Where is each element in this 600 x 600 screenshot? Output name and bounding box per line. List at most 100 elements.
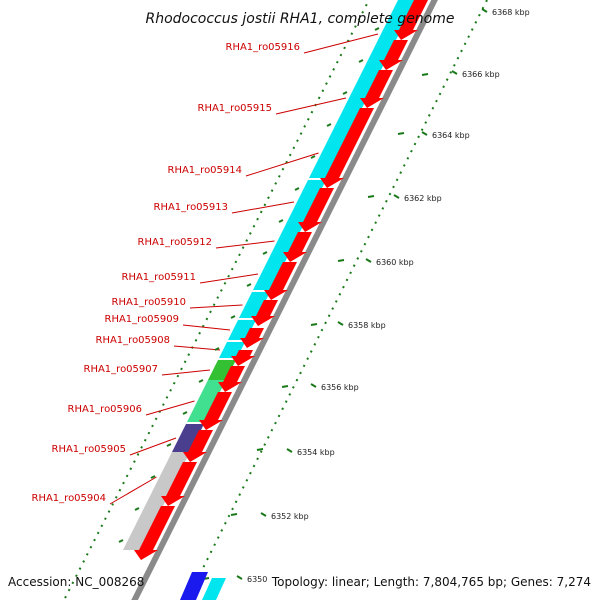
tick-dotted-guide xyxy=(62,0,371,600)
scale-tick-mark xyxy=(310,383,317,388)
backbone-highlight xyxy=(126,0,432,600)
scale-tick-mark xyxy=(337,259,345,262)
backbone-line xyxy=(130,0,438,600)
forward-arrow xyxy=(199,392,232,430)
gene-track xyxy=(123,0,416,550)
track-tick-mark xyxy=(358,59,364,63)
gene-block xyxy=(334,68,382,128)
scale-tick-mark xyxy=(365,258,372,263)
forward-arrow xyxy=(264,262,297,300)
forward-arrow xyxy=(360,70,393,108)
forward-arrow xyxy=(218,366,245,392)
gene-block xyxy=(239,292,270,318)
gene-label[interactable]: RHA1_ro05916 xyxy=(226,42,301,53)
gene-label[interactable]: RHA1_ro05915 xyxy=(198,103,273,114)
gene-label[interactable]: RHA1_ro05910 xyxy=(112,297,187,308)
gene-label[interactable]: RHA1_ro05905 xyxy=(52,444,127,455)
scale-tick-mark xyxy=(260,512,267,517)
gene-label[interactable]: RHA1_ro05913 xyxy=(154,202,229,213)
forward-arrow xyxy=(240,328,264,348)
gene-block xyxy=(208,360,236,380)
scale-tick-mark xyxy=(397,132,405,135)
label-leader-line xyxy=(161,369,211,376)
forward-arrow-track xyxy=(134,0,428,560)
gene-block xyxy=(253,258,287,290)
scale-tick-label: 6364 kbp xyxy=(432,131,470,140)
scale-tick-mark xyxy=(451,70,458,75)
gene-block-partial xyxy=(180,572,208,600)
forward-arrow xyxy=(251,300,278,326)
scale-tick-label: 6360 kbp xyxy=(376,258,414,267)
track-tick-mark xyxy=(214,347,220,351)
gene-label[interactable]: RHA1_ro05914 xyxy=(168,165,243,176)
scale-dotted-guide xyxy=(186,0,488,600)
gene-block xyxy=(286,180,326,224)
track-tick-mark xyxy=(374,27,380,31)
track-tick-mark xyxy=(262,251,268,255)
label-leader-line xyxy=(145,400,195,416)
gene-label[interactable]: RHA1_ro05909 xyxy=(105,314,180,325)
scale-tick-label: 6352 kbp xyxy=(271,512,309,521)
gene-block xyxy=(187,380,226,422)
accession-text: Accession: NC_008268 xyxy=(8,575,144,589)
scale-tick-mark xyxy=(337,321,344,326)
scale-ticks: 6368 kbp 6366 kbp 6364 kbp 6362 kbp 6360 kbp… xyxy=(118,8,530,584)
forward-arrow xyxy=(134,506,175,560)
scale-tick-label: 6362 kbp xyxy=(404,194,442,203)
gene-block xyxy=(364,0,416,68)
scale-tick-mark xyxy=(230,513,238,516)
gene-label[interactable]: RHA1_ro05906 xyxy=(68,404,143,415)
label-leader-line xyxy=(199,273,259,284)
scale-tick-label: 6368 kbp xyxy=(492,8,530,17)
gene-label[interactable]: RHA1_ro05912 xyxy=(138,237,213,248)
gene-label[interactable]: RHA1_ro05911 xyxy=(122,272,197,283)
map-title: Rhodococcus jostii RHA1, complete genome xyxy=(145,11,454,27)
scale-tick-mark xyxy=(310,323,318,326)
forward-arrow xyxy=(379,40,408,70)
gene-block xyxy=(309,128,352,178)
gene-block xyxy=(147,452,190,502)
gene-block xyxy=(172,424,204,452)
label-leader-line xyxy=(245,152,319,177)
label-leader-line xyxy=(173,345,221,351)
label-leader-line xyxy=(189,304,243,309)
label-leader-line xyxy=(275,97,347,115)
forward-arrow xyxy=(394,0,428,40)
label-leader-line xyxy=(109,476,157,505)
scale-tick-label: 6366 kbp xyxy=(462,70,500,79)
scale-tick-mark xyxy=(393,194,400,199)
scale-tick-mark xyxy=(256,448,264,451)
forward-arrow xyxy=(231,350,255,366)
track-tick-mark xyxy=(310,155,316,159)
gene-block-partial xyxy=(202,578,226,600)
scale-tick-mark xyxy=(286,448,293,453)
gene-label[interactable]: RHA1_ro05907 xyxy=(84,364,159,375)
label-leader-line xyxy=(215,240,275,249)
forward-arrow xyxy=(161,462,197,506)
gene-block xyxy=(269,224,304,258)
scale-tick-mark xyxy=(281,385,289,388)
backbone xyxy=(126,0,438,600)
scale-tick-label: 6350 xyxy=(247,575,267,584)
scale-tick-mark xyxy=(421,73,429,76)
gene-label[interactable]: RHA1_ro05908 xyxy=(96,335,171,346)
forward-arrow xyxy=(183,430,213,462)
track-tick-mark xyxy=(342,91,348,95)
gene-label[interactable]: RHA1_ro05904 xyxy=(32,493,107,504)
track-tick-mark xyxy=(118,539,124,543)
scale-tick-mark xyxy=(367,195,375,198)
track-tick-mark xyxy=(326,123,332,127)
label-leader-line xyxy=(129,437,177,456)
scale-tick-label: 6358 kbp xyxy=(348,321,386,330)
label-leader-line xyxy=(303,33,379,54)
forward-arrow xyxy=(298,188,334,232)
scale-tick-mark xyxy=(481,8,488,13)
track-tick-mark xyxy=(294,187,300,191)
forward-arrow xyxy=(283,232,312,262)
gene-block xyxy=(228,320,256,340)
gene-block xyxy=(123,502,165,550)
scale-tick-label: 6356 kbp xyxy=(321,383,359,392)
bottom-gene-track xyxy=(180,572,226,600)
track-tick-mark xyxy=(166,443,172,447)
